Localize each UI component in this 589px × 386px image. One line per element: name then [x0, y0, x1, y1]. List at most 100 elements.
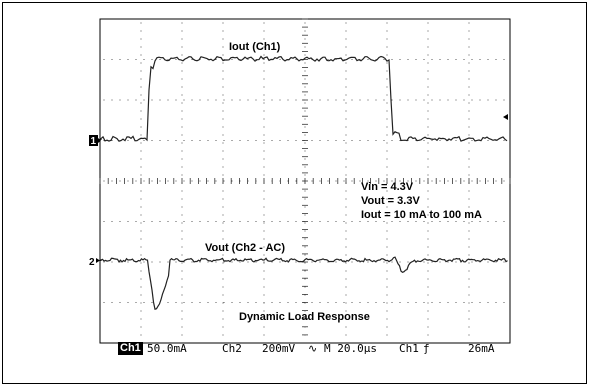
- grid-dot: [271, 221, 273, 222]
- grid-dot: [159, 140, 161, 141]
- grid-dot: [471, 99, 473, 101]
- grid-dot: [222, 142, 224, 144]
- grid-dot: [495, 261, 497, 263]
- grid-dot: [345, 206, 347, 208]
- grid-dot: [345, 246, 347, 248]
- grid-dot: [103, 302, 105, 303]
- grid-dot: [199, 302, 201, 303]
- grid-dot: [407, 180, 409, 182]
- grid-dot: [181, 286, 183, 288]
- grid-dot: [386, 102, 388, 104]
- grid-dot: [487, 180, 489, 182]
- grid-dot: [345, 70, 347, 72]
- grid-dot: [255, 302, 257, 303]
- grid-dot: [181, 254, 183, 256]
- grid-dot: [255, 261, 257, 263]
- grid-dot: [367, 221, 369, 222]
- grid-dot: [222, 70, 224, 72]
- grid-dot: [140, 158, 142, 160]
- ch2-voltage-trace: [100, 256, 508, 310]
- grid-dot: [247, 261, 249, 263]
- grid-dot: [319, 99, 321, 101]
- grid-dot: [151, 140, 153, 141]
- grid-dot: [263, 214, 265, 216]
- grid-dot: [345, 102, 347, 104]
- grid-dot: [295, 59, 297, 60]
- grid-dot: [407, 261, 409, 263]
- grid-dot: [495, 99, 497, 101]
- grid-dot: [167, 59, 169, 60]
- grid-dot: [427, 198, 429, 200]
- grid-dot: [295, 140, 297, 141]
- grid-dot: [263, 334, 265, 336]
- grid-dot: [345, 150, 347, 152]
- grid-dot: [263, 294, 265, 296]
- grid-dot: [415, 99, 417, 101]
- grid-dot: [367, 59, 369, 60]
- grid-dot: [427, 246, 429, 248]
- grid-dot: [231, 140, 233, 141]
- grid-dot: [181, 54, 183, 56]
- timebase: M 20.0µs: [324, 342, 377, 355]
- grid-dot: [159, 59, 161, 60]
- grid-dot: [295, 221, 297, 222]
- grid-dot: [119, 59, 121, 60]
- grid-dot: [263, 326, 265, 328]
- grid-dot: [304, 54, 306, 56]
- grid-dot: [304, 102, 306, 104]
- grid-dot: [175, 180, 177, 182]
- grid-dot: [191, 99, 193, 101]
- grid-dot: [468, 318, 470, 320]
- grid-dot: [143, 180, 145, 182]
- grid-dot: [487, 140, 489, 141]
- grid-dot: [407, 99, 409, 101]
- grid-dot: [427, 102, 429, 104]
- grid-dot: [447, 59, 449, 60]
- grid-dot: [431, 180, 433, 182]
- grid-dot: [427, 30, 429, 32]
- grid-dot: [255, 99, 257, 101]
- grid-dot: [391, 180, 393, 182]
- grid-dot: [239, 221, 241, 222]
- grid-dot: [127, 140, 129, 141]
- grid-dot: [239, 59, 241, 60]
- grid-dot: [231, 261, 233, 263]
- grid-dot: [140, 262, 142, 264]
- ch1-marker-label: 1: [91, 136, 97, 147]
- grid-dot: [479, 59, 481, 60]
- grid-dot: [327, 261, 329, 263]
- grid-dot: [375, 302, 377, 303]
- grid-dot: [263, 38, 265, 40]
- grid-dot: [304, 134, 306, 136]
- grid-dot: [383, 302, 385, 303]
- grid-dot: [143, 302, 145, 303]
- grid-dot: [207, 221, 209, 222]
- grid-dot: [304, 110, 306, 112]
- grid-dot: [479, 180, 481, 182]
- grid-dot: [222, 110, 224, 112]
- grid-dot: [468, 70, 470, 72]
- grid-dot: [455, 140, 457, 141]
- grid-dot: [427, 334, 429, 336]
- grid-dot: [423, 221, 425, 222]
- grid-dot: [239, 180, 241, 182]
- grid-dot: [181, 206, 183, 208]
- grid-dot: [223, 221, 225, 222]
- grid-dot: [427, 254, 429, 256]
- grid-dot: [222, 262, 224, 264]
- grid-dot: [345, 326, 347, 328]
- grid-dot: [222, 30, 224, 32]
- grid-dot: [271, 302, 273, 303]
- grid-dot: [468, 118, 470, 120]
- grid-dot: [468, 46, 470, 48]
- grid-dot: [222, 166, 224, 168]
- grid-dot: [503, 221, 505, 222]
- grid-dot: [345, 86, 347, 88]
- grid-dot: [140, 30, 142, 32]
- grid-dot: [167, 140, 169, 141]
- grid-dot: [399, 140, 401, 141]
- grid-dot: [140, 70, 142, 72]
- grid-dot: [468, 214, 470, 216]
- grid-dot: [181, 126, 183, 128]
- grid-dot: [343, 221, 345, 222]
